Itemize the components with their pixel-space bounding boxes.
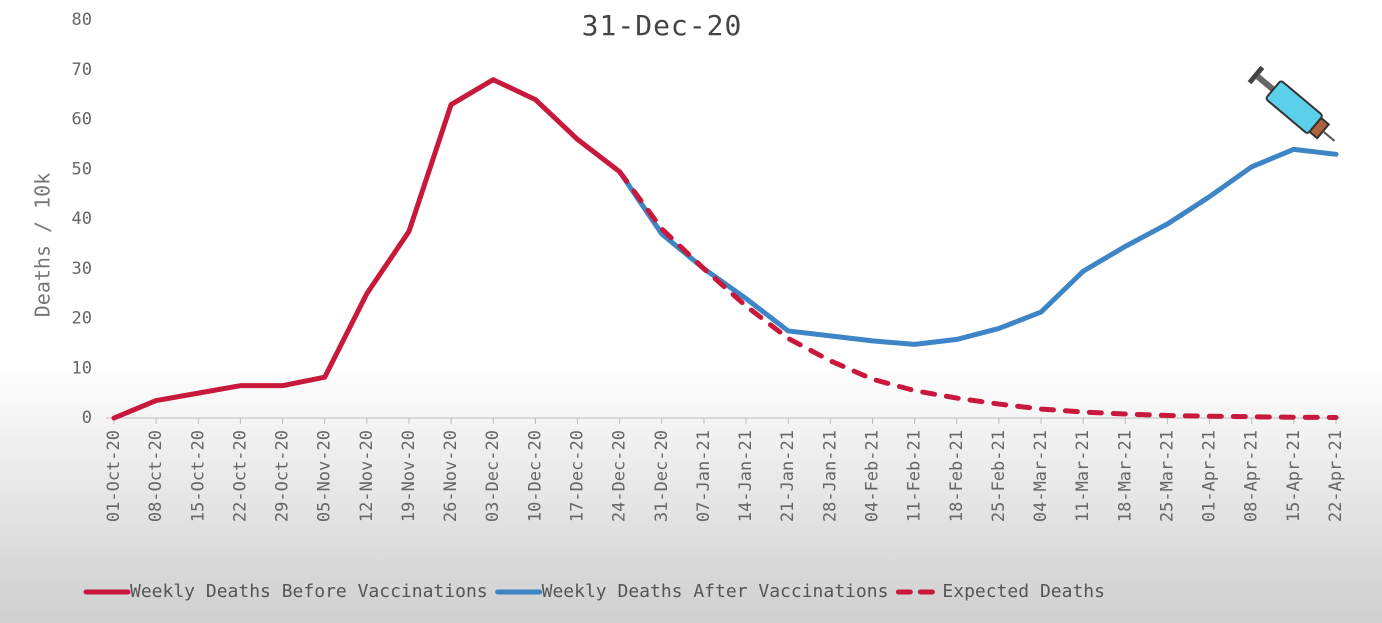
- y-tick-label: 10: [72, 358, 92, 378]
- y-tick-label: 60: [72, 110, 92, 130]
- y-tick-label: 70: [72, 60, 92, 80]
- x-tick-label: 04-Mar-21: [1031, 430, 1051, 522]
- x-tick-label: 25-Feb-21: [989, 430, 1009, 522]
- legend-label: Weekly Deaths Before Vaccinations: [130, 581, 488, 602]
- y-tick-label: 40: [72, 209, 92, 229]
- x-tick-label: 08-Oct-20: [146, 430, 166, 522]
- x-tick-label: 31-Dec-20: [652, 430, 672, 522]
- chart-title: 31-Dec-20: [582, 9, 743, 42]
- x-tick-label: 11-Feb-21: [905, 430, 925, 522]
- legend-label: Weekly Deaths After Vaccinations: [542, 581, 889, 602]
- x-tick-label: 08-Apr-21: [1242, 430, 1262, 522]
- x-tick-label: 24-Dec-20: [610, 430, 630, 522]
- x-tick-label: 28-Jan-21: [820, 430, 840, 522]
- series-line: [617, 169, 1339, 421]
- y-tick-label: 80: [72, 10, 92, 30]
- x-tick-label: 19-Nov-20: [399, 430, 419, 522]
- y-tick-label: 50: [72, 159, 92, 179]
- x-tick-label: 05-Nov-20: [315, 430, 335, 522]
- x-tick-label: 15-Oct-20: [188, 430, 208, 522]
- x-tick-label: 18-Feb-21: [947, 430, 967, 522]
- y-tick-label: 0: [82, 408, 92, 428]
- x-tick-label: 04-Feb-21: [862, 430, 882, 522]
- x-tick-label: 11-Mar-21: [1073, 430, 1093, 522]
- y-tick-label: 30: [72, 259, 92, 279]
- x-tick-label: 17-Dec-20: [568, 430, 588, 522]
- x-tick-label: 22-Oct-20: [230, 430, 250, 522]
- series-line: [617, 146, 1339, 347]
- x-tick-label: 10-Dec-20: [525, 430, 545, 522]
- x-tick-label: 26-Nov-20: [441, 430, 461, 522]
- x-tick-label: 07-Jan-21: [694, 430, 714, 522]
- x-tick-label: 18-Mar-21: [1115, 430, 1135, 522]
- x-tick-label: 01-Oct-20: [104, 430, 124, 522]
- x-tick-label: 25-Mar-21: [1157, 430, 1177, 522]
- syringe-icon: [1247, 65, 1336, 142]
- x-tick-label: 22-Apr-21: [1326, 430, 1346, 522]
- x-tick-label: 01-Apr-21: [1200, 430, 1220, 522]
- x-tick-label: 15-Apr-21: [1284, 430, 1304, 522]
- x-tick-label: 29-Oct-20: [273, 430, 293, 522]
- x-tick-label: 21-Jan-21: [778, 430, 798, 522]
- y-tick-label: 20: [72, 309, 92, 329]
- x-tick-label: 14-Jan-21: [736, 430, 756, 522]
- x-tick-label: 03-Dec-20: [483, 430, 503, 522]
- y-axis-label: Deaths / 10k: [31, 173, 55, 318]
- legend-label: Expected Deaths: [942, 581, 1105, 602]
- x-tick-label: 12-Nov-20: [357, 430, 377, 522]
- series-line: [111, 77, 623, 421]
